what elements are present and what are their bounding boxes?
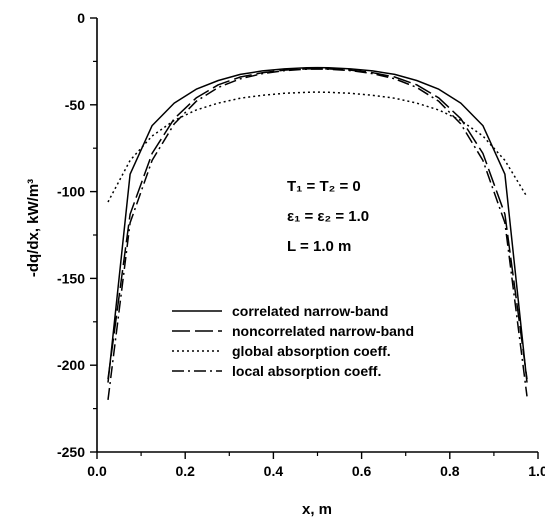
annotation-block: T₁ = T₂ = 0 ε₁ = ε₂ = 1.0 L = 1.0 m	[287, 178, 369, 255]
y-tick-label: 0	[77, 10, 85, 26]
y-axis-title: -dq/dx, kW/m³	[25, 179, 42, 277]
axes: 0.0 0.2 0.4 0.6 0.8 1.0 0 -50 -100 -150 -200 -250	[57, 10, 545, 479]
legend-label-1: noncorrelated narrow-band	[232, 323, 414, 339]
x-tick-label: 0.2	[175, 463, 195, 479]
y-tick-label: -150	[57, 270, 85, 286]
series-line-0	[107, 66, 528, 383]
x-axis-title: x, m	[302, 501, 332, 518]
annotation-length: L = 1.0 m	[287, 238, 351, 255]
legend-label-2: global absorption coeff.	[232, 343, 391, 359]
x-tick-label: 0.8	[440, 463, 460, 479]
y-tick-label: -200	[57, 357, 85, 373]
legend-label-3: local absorption coeff.	[232, 363, 381, 379]
annotation-emissivity: ε₁ = ε₂ = 1.0	[287, 208, 369, 225]
x-tick-label: 0.4	[264, 463, 284, 479]
x-tick-label: 0.0	[87, 463, 107, 479]
x-tick-label: 0.6	[352, 463, 372, 479]
y-tick-label: -250	[57, 444, 85, 460]
series-line-3	[107, 68, 528, 400]
y-tick-label: -50	[65, 97, 85, 113]
legend-label-0: correlated narrow-band	[232, 303, 388, 319]
legend: correlated narrow-band noncorrelated narr…	[172, 303, 414, 379]
series-layer	[107, 66, 528, 400]
annotation-temperature: T₁ = T₂ = 0	[287, 178, 361, 195]
y-tick-label: -100	[57, 184, 85, 200]
x-tick-label: 1.0	[528, 463, 545, 479]
